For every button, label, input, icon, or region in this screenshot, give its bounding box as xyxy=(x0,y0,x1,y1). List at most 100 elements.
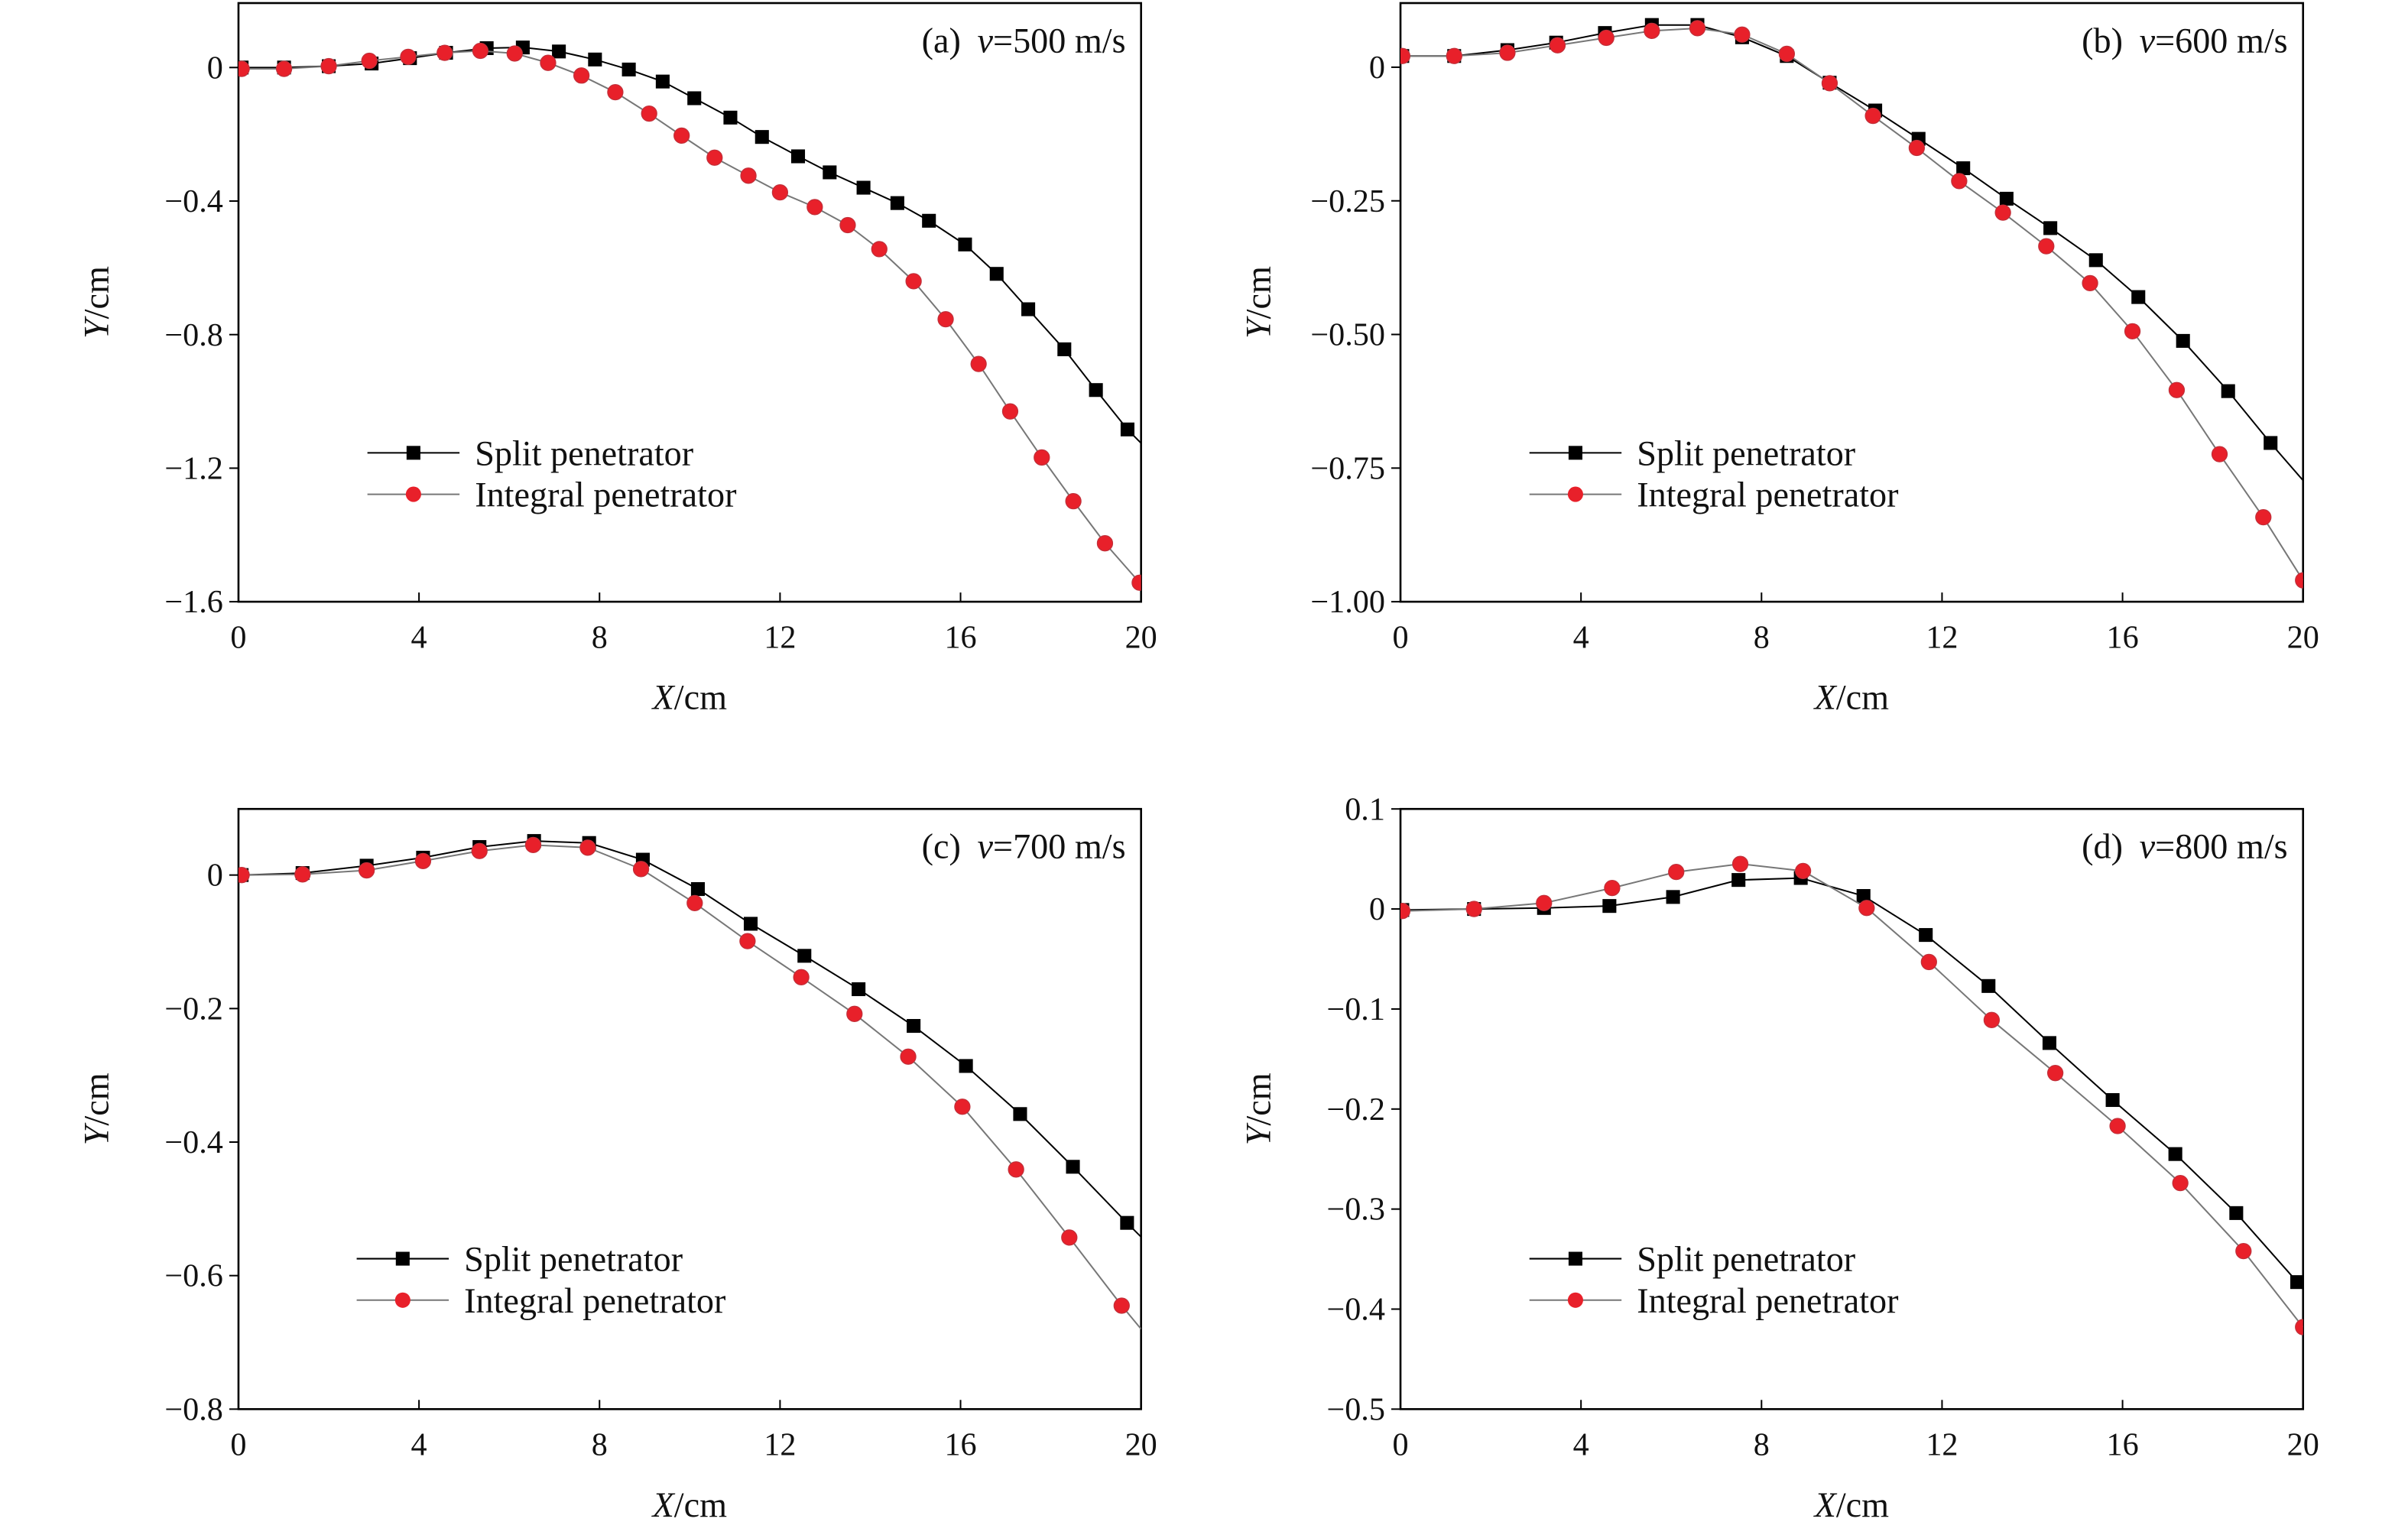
y-tick-label: −0.2 xyxy=(164,991,222,1027)
data-point-square xyxy=(2176,333,2190,348)
x-tick-label: 12 xyxy=(764,1427,796,1463)
data-point-square xyxy=(1981,978,1996,993)
x-tick-label: 20 xyxy=(1125,619,1157,655)
panel-title-label: (d) xyxy=(2082,826,2131,865)
data-point-square xyxy=(723,110,738,125)
data-point-square xyxy=(1120,1215,1134,1230)
data-point-square xyxy=(1120,422,1134,436)
legend-label: Integral penetrator xyxy=(1637,1281,1898,1320)
data-point-circle xyxy=(2235,1242,2252,1260)
data-point-square xyxy=(890,196,904,210)
series-integral xyxy=(1400,20,2303,589)
data-point-circle xyxy=(2168,381,2186,398)
data-point-circle xyxy=(436,44,453,61)
x-tick-label: 0 xyxy=(1392,1427,1408,1463)
y-tick-label: 0 xyxy=(207,858,223,894)
data-point-circle xyxy=(839,216,856,234)
panel-title: (d) v=800 m/s xyxy=(2082,826,2287,865)
data-point-square xyxy=(907,1019,921,1034)
data-point-square xyxy=(2229,1206,2244,1220)
data-point-circle xyxy=(970,355,987,372)
x-tick-label: 12 xyxy=(1926,1427,1958,1463)
panel-title-var: v xyxy=(2140,826,2156,865)
chart-panel-a: 0 4 8 12 16 200−0.4−0.8−1.2−1.6X/cmY/cm(a) v=… xyxy=(76,2,1157,717)
data-point-circle xyxy=(793,969,810,985)
legend-marker-circle xyxy=(405,486,421,502)
y-axis-label-unit: /cm xyxy=(76,1073,115,1125)
data-point-square xyxy=(958,237,972,252)
panel-title-label: (c) xyxy=(922,826,970,865)
data-point-square xyxy=(2168,1147,2182,1161)
data-point-circle xyxy=(1001,403,1019,420)
x-tick-label: 12 xyxy=(1926,619,1958,655)
legend-label: Integral penetrator xyxy=(1637,475,1898,514)
y-tick-label: −1.6 xyxy=(164,584,222,620)
y-tick-label: −0.25 xyxy=(1310,183,1385,219)
data-point-circle xyxy=(632,861,650,878)
legend-label: Split penetrator xyxy=(464,1240,683,1279)
data-point-circle xyxy=(1864,107,1881,125)
x-axis-label: X/cm xyxy=(651,678,728,717)
y-axis-label: Y/cm xyxy=(76,1073,115,1145)
y-tick-label: −0.3 xyxy=(1326,1192,1384,1228)
y-tick-label: −1.00 xyxy=(1310,584,1385,620)
data-point-square xyxy=(2042,1036,2056,1050)
y-axis-label-var: Y xyxy=(1238,316,1277,339)
legend-label: Split penetrator xyxy=(1637,433,1855,472)
data-point-circle xyxy=(871,241,888,258)
x-tick-label: 8 xyxy=(1754,619,1770,655)
data-point-square xyxy=(852,982,866,997)
data-point-circle xyxy=(1689,20,1706,37)
data-point-square xyxy=(1602,899,1617,914)
data-point-square xyxy=(1731,873,1746,888)
x-tick-label: 0 xyxy=(1392,619,1408,655)
y-tick-label: 0 xyxy=(1369,891,1385,927)
data-point-circle xyxy=(771,184,789,201)
data-point-circle xyxy=(686,894,703,911)
data-point-circle xyxy=(2038,238,2055,255)
y-tick-label: −0.2 xyxy=(1326,1092,1384,1128)
panel-title-var: v xyxy=(2140,21,2156,60)
data-point-circle xyxy=(1821,75,1838,92)
data-point-circle xyxy=(1794,862,1812,879)
data-point-square xyxy=(1066,1160,1080,1174)
data-point-square xyxy=(856,180,871,195)
data-point-circle xyxy=(1400,903,1411,920)
data-point-circle xyxy=(2295,1319,2303,1335)
legend-marker-circle xyxy=(1567,1292,1583,1308)
x-tick-label: 4 xyxy=(411,1427,427,1463)
data-point-circle xyxy=(1644,22,1660,40)
y-axis-label-var: Y xyxy=(76,1122,115,1145)
y-tick-label: −0.6 xyxy=(164,1258,222,1294)
x-axis-label-var: X xyxy=(1813,1485,1838,1524)
data-point-circle xyxy=(1908,139,1926,157)
data-point-circle xyxy=(1994,204,2011,221)
x-axis-label-var: X xyxy=(651,1485,676,1524)
y-tick-label: −1.2 xyxy=(164,450,222,486)
x-tick-label: 12 xyxy=(764,619,796,655)
y-tick-label: −0.4 xyxy=(1326,1292,1384,1328)
x-tick-label: 20 xyxy=(2287,619,2319,655)
x-tick-label: 8 xyxy=(592,619,608,655)
x-axis-label: X/cm xyxy=(1813,678,1890,717)
x-tick-label: 0 xyxy=(230,619,246,655)
data-point-circle xyxy=(1400,47,1411,64)
data-point-circle xyxy=(238,867,250,884)
panel-title-value: =500 m/s xyxy=(993,21,1126,60)
panel-title-value: =600 m/s xyxy=(2155,21,2288,60)
panel-title-var: v xyxy=(978,21,994,60)
data-point-circle xyxy=(1734,26,1751,43)
x-axis-label: X/cm xyxy=(651,1485,728,1524)
data-point-circle xyxy=(1096,535,1114,552)
data-point-square xyxy=(1956,161,1971,176)
y-axis-label-var: Y xyxy=(1238,1122,1277,1145)
y-axis-label: Y/cm xyxy=(1238,266,1277,339)
y-tick-label: 0 xyxy=(207,50,223,86)
x-axis-label-unit: /cm xyxy=(674,678,727,717)
data-point-circle xyxy=(358,862,375,879)
x-tick-label: 0 xyxy=(230,1427,246,1463)
